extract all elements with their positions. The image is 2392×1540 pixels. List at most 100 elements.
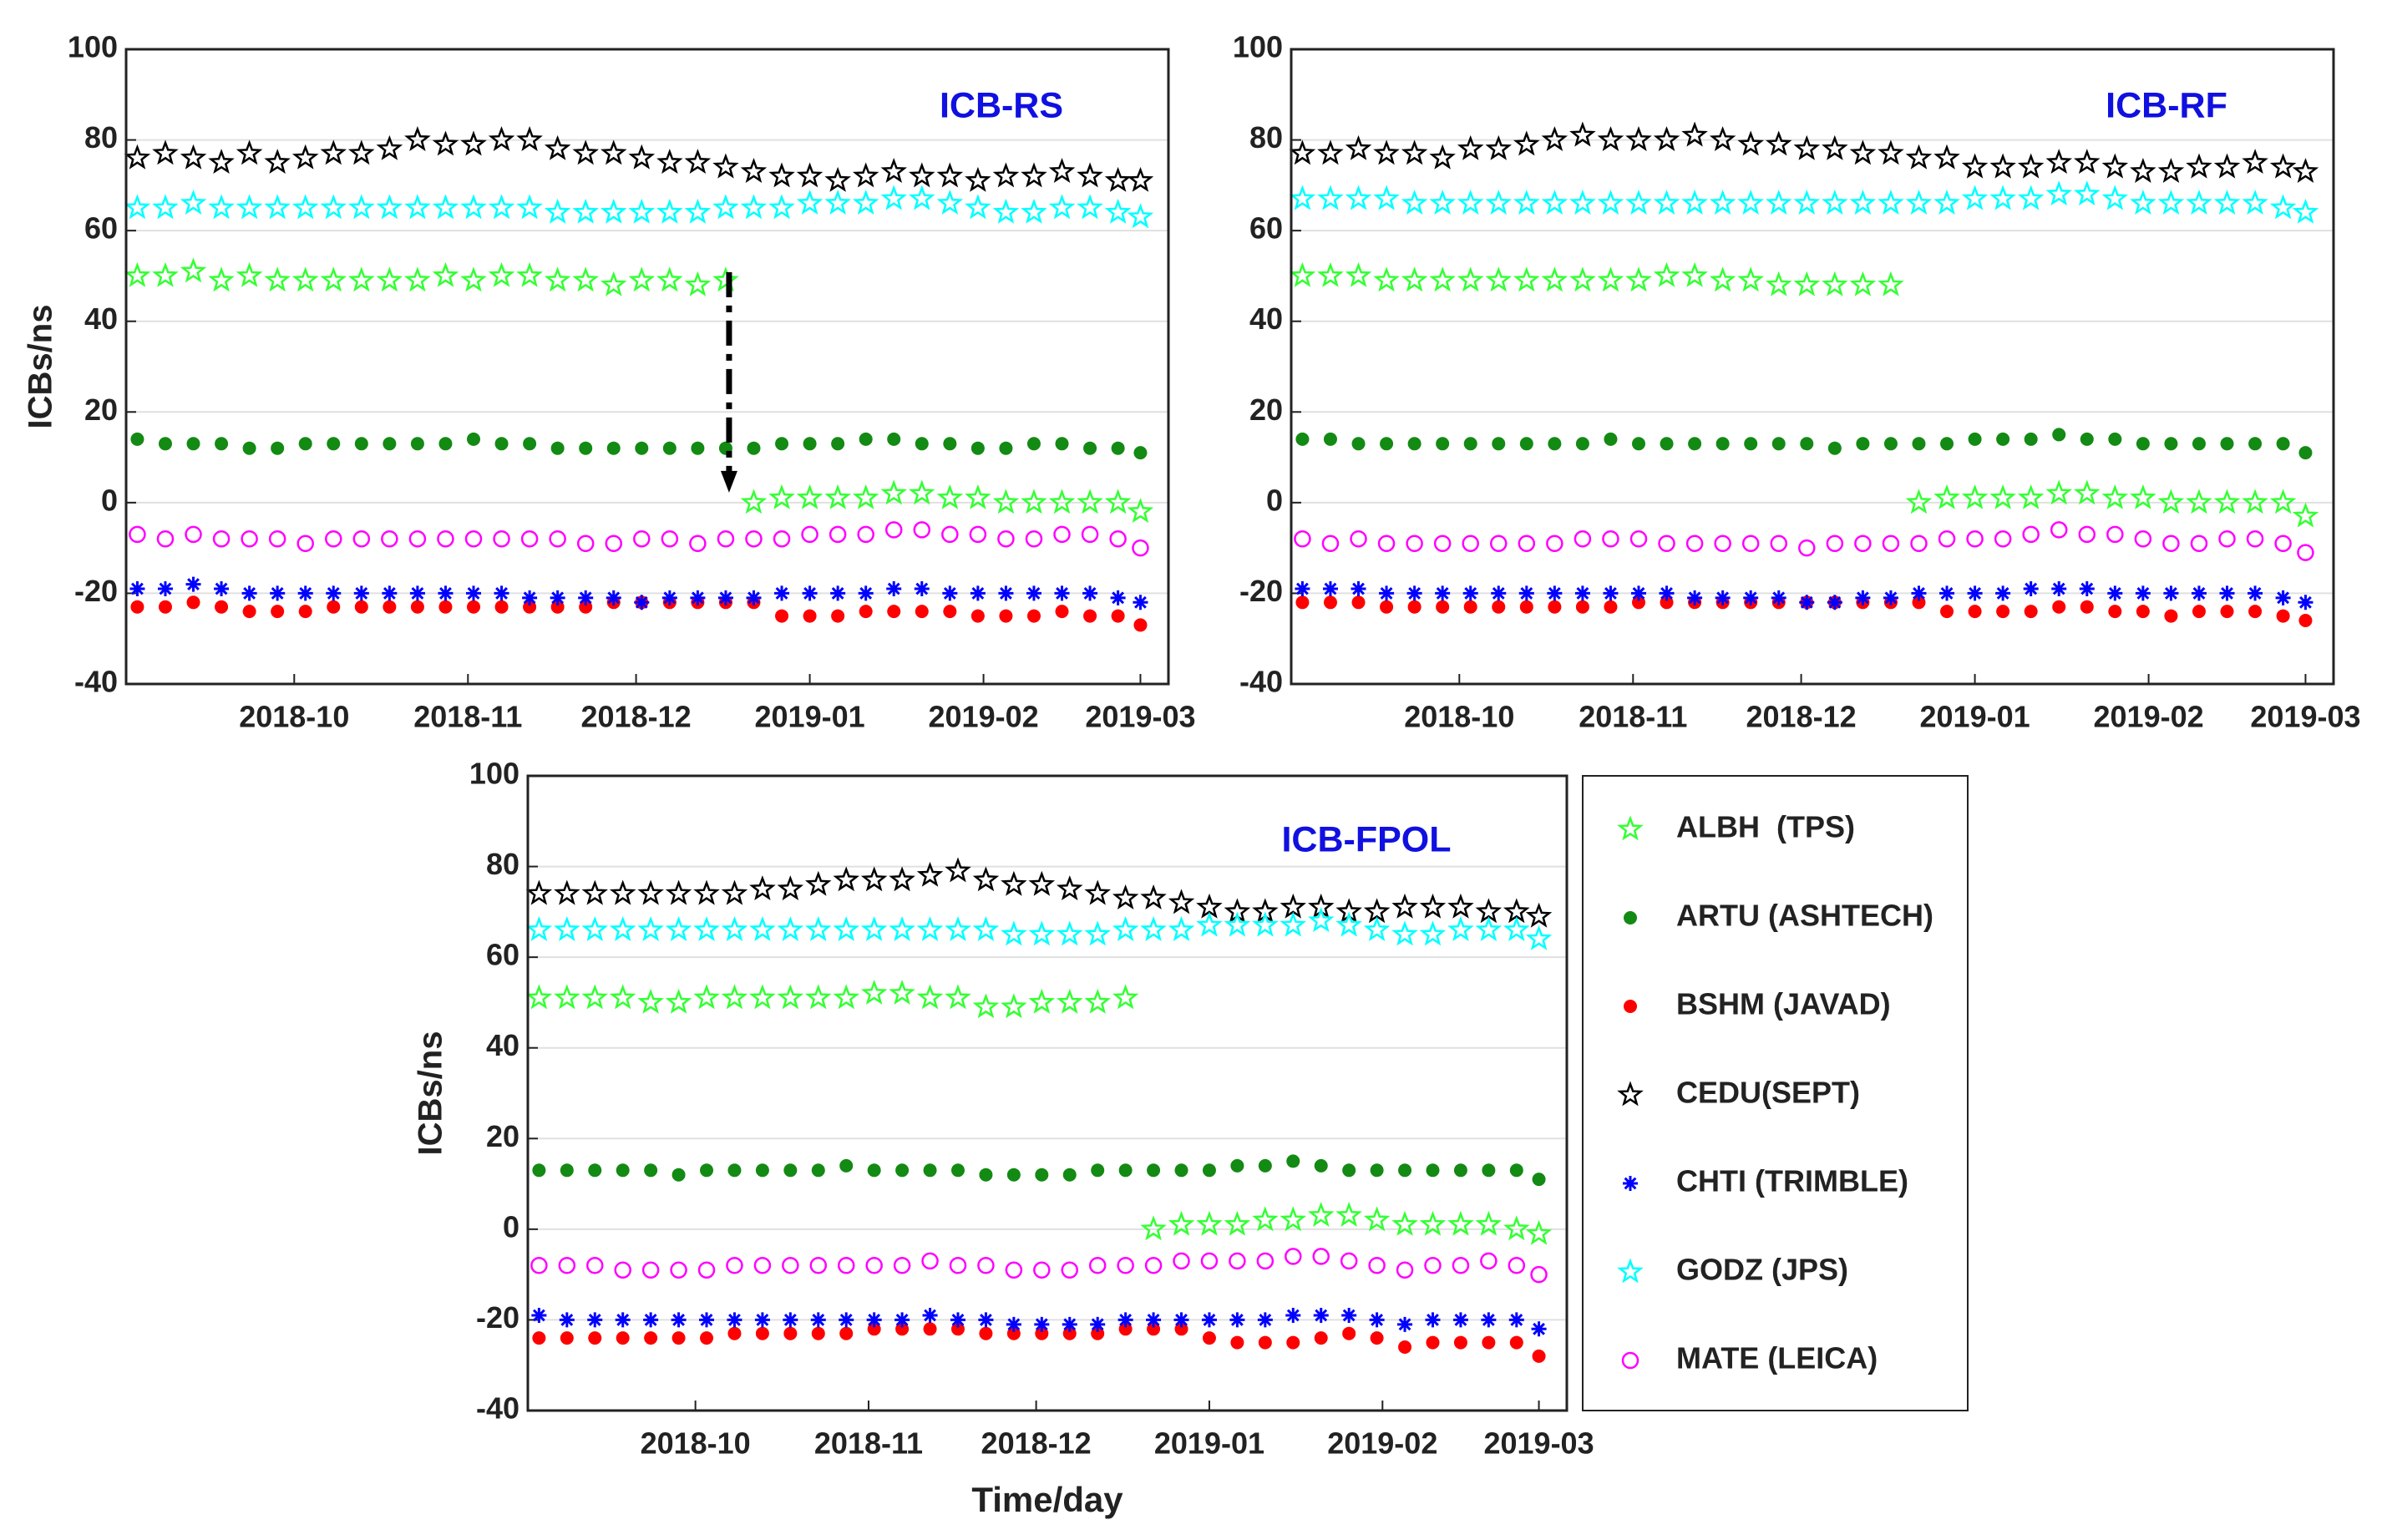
dot-marker bbox=[970, 609, 985, 623]
dot-marker bbox=[1407, 600, 1422, 614]
asterisk-marker bbox=[1659, 585, 1675, 601]
dot-marker bbox=[2298, 614, 2313, 627]
star-marker bbox=[1429, 266, 1456, 292]
star-marker bbox=[796, 162, 824, 188]
asterisk-marker bbox=[1855, 590, 1871, 605]
dot-marker bbox=[1286, 1335, 1300, 1350]
ring-marker bbox=[857, 525, 874, 544]
star-marker bbox=[665, 879, 692, 905]
asterisk-marker bbox=[1687, 590, 1703, 605]
star-marker bbox=[1681, 261, 1708, 287]
x-tick-label: 2018-12 bbox=[1746, 700, 1857, 734]
dot-marker bbox=[438, 600, 453, 614]
dot-marker bbox=[1314, 1158, 1328, 1173]
star-marker bbox=[860, 980, 888, 1006]
dot-marker bbox=[1342, 1163, 1356, 1178]
asterisk-marker bbox=[1518, 585, 1534, 601]
star-marker bbox=[376, 194, 403, 220]
ring-marker bbox=[1144, 1257, 1163, 1274]
star-marker bbox=[889, 916, 915, 942]
star-marker bbox=[2242, 149, 2268, 175]
star-marker bbox=[684, 198, 712, 224]
asterisk-marker bbox=[699, 1312, 715, 1328]
star-marker bbox=[1335, 911, 1362, 937]
ring-marker bbox=[1377, 534, 1396, 552]
dot-marker bbox=[1147, 1163, 1161, 1178]
star-marker bbox=[2130, 158, 2156, 184]
dot-marker bbox=[532, 1331, 546, 1345]
star-marker bbox=[1429, 144, 1456, 170]
star-marker bbox=[1391, 1210, 1418, 1236]
star-marker bbox=[1028, 870, 1056, 896]
star-marker bbox=[1503, 916, 1530, 942]
dot-marker bbox=[1258, 1158, 1272, 1173]
star-marker bbox=[1625, 126, 1652, 152]
asterisk-marker bbox=[1623, 1176, 1638, 1191]
star-marker bbox=[1317, 185, 1344, 210]
dot-marker bbox=[2136, 437, 2150, 451]
dot-marker bbox=[215, 437, 229, 451]
star-marker bbox=[1569, 266, 1596, 292]
asterisk-marker bbox=[409, 585, 425, 601]
star-marker bbox=[180, 257, 207, 283]
dot-marker bbox=[1370, 1331, 1384, 1345]
star-marker bbox=[432, 261, 459, 287]
star-marker bbox=[833, 916, 860, 942]
star-marker bbox=[2157, 190, 2185, 215]
dot-marker bbox=[1035, 1326, 1049, 1340]
star-marker bbox=[628, 198, 656, 224]
star-marker bbox=[432, 130, 459, 156]
asterisk-marker bbox=[978, 1312, 994, 1328]
asterisk-marker bbox=[559, 1312, 575, 1328]
dot-marker bbox=[1062, 1168, 1077, 1182]
asterisk-marker bbox=[671, 1312, 687, 1328]
dot-marker bbox=[1118, 1322, 1133, 1336]
star-marker bbox=[525, 984, 553, 1010]
x-tick-label: 2019-01 bbox=[1920, 700, 2030, 734]
star-marker bbox=[180, 144, 207, 170]
ring-marker bbox=[1994, 530, 2012, 548]
star-marker bbox=[749, 875, 776, 901]
star-marker bbox=[2101, 153, 2129, 179]
star-marker bbox=[609, 916, 636, 942]
ring-marker bbox=[1081, 525, 1099, 544]
asterisk-marker bbox=[606, 590, 621, 605]
star-marker bbox=[1905, 144, 1933, 170]
star-marker bbox=[1056, 875, 1083, 901]
star-marker bbox=[460, 266, 487, 292]
asterisk-marker bbox=[615, 1312, 631, 1328]
dot-marker bbox=[242, 441, 256, 455]
ring-marker bbox=[726, 1257, 743, 1274]
x-tick-label: 2019-02 bbox=[929, 700, 1039, 734]
dot-marker bbox=[1295, 595, 1310, 610]
star-marker bbox=[2292, 198, 2319, 224]
ring-marker bbox=[753, 1257, 772, 1274]
asterisk-marker bbox=[1462, 585, 1478, 601]
star-marker bbox=[2130, 484, 2156, 509]
y-tick-label: 20 bbox=[1249, 393, 1283, 427]
dot-marker bbox=[1604, 432, 1618, 446]
ring-marker bbox=[1490, 534, 1508, 552]
dot-marker bbox=[2248, 605, 2263, 619]
ring-marker bbox=[1826, 534, 1844, 552]
star-marker bbox=[488, 261, 515, 287]
star-marker bbox=[880, 158, 908, 184]
dot-marker bbox=[1744, 437, 1758, 451]
ring-marker bbox=[865, 1257, 883, 1274]
dot-marker bbox=[1482, 1335, 1496, 1350]
asterisk-marker bbox=[894, 1312, 910, 1328]
dot-marker bbox=[1463, 600, 1477, 614]
star-marker bbox=[516, 126, 543, 152]
star-marker bbox=[852, 162, 879, 188]
dot-marker bbox=[467, 432, 480, 446]
dot-marker bbox=[831, 609, 845, 623]
star-marker bbox=[1345, 261, 1372, 287]
star-marker bbox=[889, 866, 915, 892]
asterisk-marker bbox=[1082, 585, 1098, 601]
star-marker bbox=[656, 198, 683, 224]
star-marker bbox=[1127, 166, 1154, 192]
y-tick-label: 0 bbox=[101, 483, 118, 517]
star-marker bbox=[544, 198, 571, 224]
dot-marker bbox=[1147, 1322, 1161, 1336]
y-tick-label: 60 bbox=[486, 938, 519, 972]
